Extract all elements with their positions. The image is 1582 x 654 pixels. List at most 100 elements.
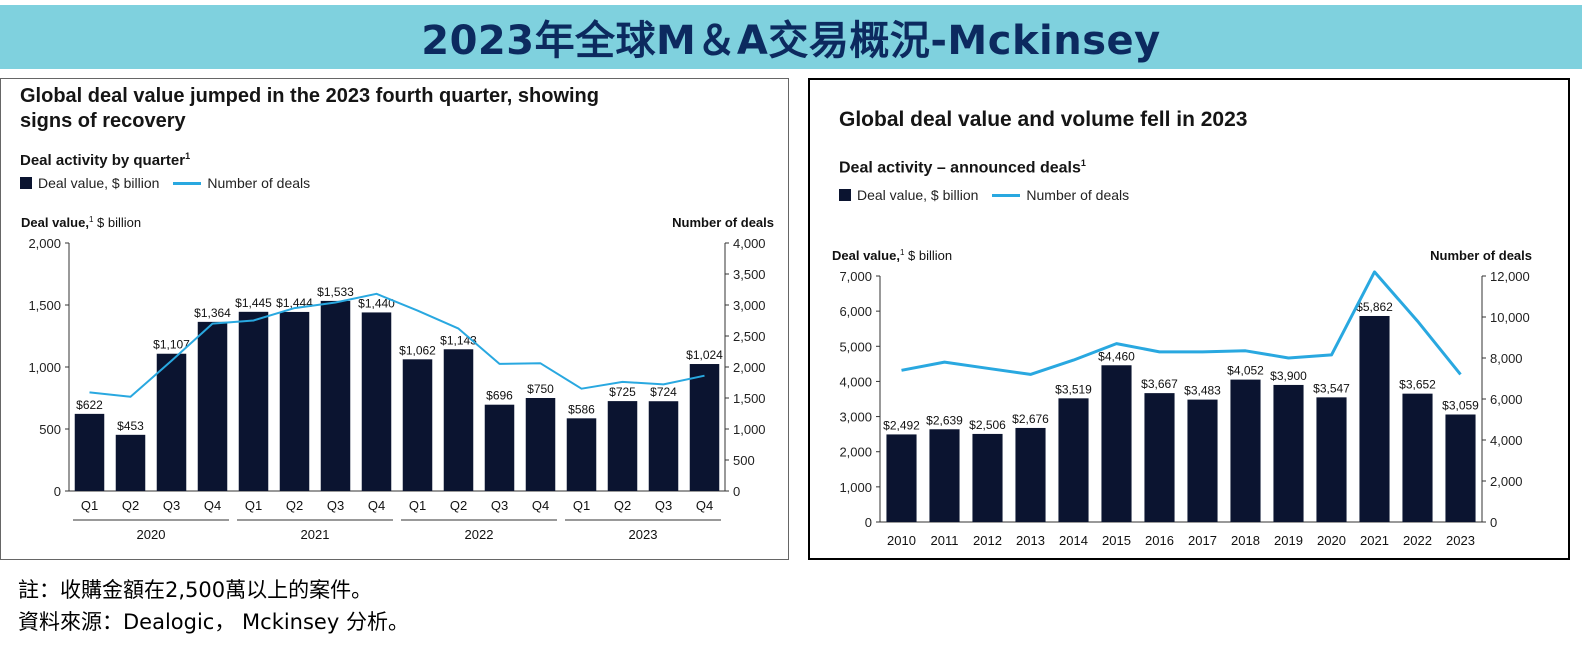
left-legend: Deal value, $ billion Number of deals <box>20 175 310 191</box>
legend-line-swatch <box>173 181 202 185</box>
bar-value-label: $2,676 <box>1012 412 1049 426</box>
left-subtitle-footnote: 1 <box>185 151 191 161</box>
y-tick-label: 7,000 <box>839 269 872 284</box>
right-legend: Deal value, $ billion Number of deals <box>839 187 1129 203</box>
bar <box>156 353 187 491</box>
banner: 2023年全球M＆A交易概況-Mckinsey <box>0 5 1582 69</box>
y2-axis-title: Number of deals <box>1430 248 1532 263</box>
x-tick-label: Q4 <box>696 498 713 513</box>
x-tick-label: Q4 <box>532 498 549 513</box>
year-group-label: 2020 <box>137 527 166 542</box>
legend-bar-label: Deal value, $ billion <box>857 187 979 203</box>
bar <box>1144 393 1175 522</box>
bar-value-label: $2,506 <box>969 418 1006 432</box>
year-group-label: 2023 <box>629 527 658 542</box>
bar <box>1445 414 1476 522</box>
legend-bar-label: Deal value, $ billion <box>38 175 160 191</box>
bar-value-label: $4,460 <box>1098 349 1135 363</box>
bar-value-label: $586 <box>568 402 595 416</box>
bar <box>1273 384 1304 522</box>
y-tick-label: 1,000 <box>839 480 872 495</box>
y-tick-label: 4,000 <box>839 374 872 389</box>
bar <box>1101 365 1132 522</box>
bar <box>1402 393 1433 522</box>
x-tick-label: 2023 <box>1446 533 1475 548</box>
annual-chart: Deal value,1 $ billion Number of deals 0 1,… <box>832 248 1532 548</box>
x-tick-label: Q2 <box>122 498 139 513</box>
bar-value-label: $696 <box>486 389 513 403</box>
y2-tick-label: 6,000 <box>1490 392 1523 407</box>
y2-tick-label: 1,500 <box>733 391 766 406</box>
x-tick-label: Q2 <box>614 498 631 513</box>
legend-line-label: Number of deals <box>207 175 311 191</box>
bar <box>320 300 351 491</box>
x-tick-label: 2014 <box>1059 533 1088 548</box>
quarterly-chart: Deal value,1 $ billion Number of deals 0 50… <box>21 215 774 542</box>
legend-line-label: Number of deals <box>1026 187 1130 203</box>
y-tick-label: 1,500 <box>28 298 61 313</box>
x-tick-label: 2022 <box>1403 533 1432 548</box>
bar-value-label: $1,024 <box>686 348 723 362</box>
bar <box>1359 315 1390 522</box>
bar-value-label: $3,483 <box>1184 384 1221 398</box>
quarterly-chart-panel: Global deal value jumped in the 2023 fou… <box>0 78 789 560</box>
bar-value-label: $3,667 <box>1141 377 1178 391</box>
bar <box>115 434 146 491</box>
x-tick-label: 2011 <box>931 533 959 548</box>
x-tick-label: 2020 <box>1317 533 1346 548</box>
bar-value-label: $3,900 <box>1270 369 1307 383</box>
y2-tick-label: 2,000 <box>733 360 766 375</box>
bar <box>972 433 1003 522</box>
x-tick-label: Q3 <box>163 498 180 513</box>
x-tick-label: Q3 <box>327 498 344 513</box>
bar <box>197 321 228 491</box>
right-subtitle-text: Deal activity – announced deals <box>839 159 1081 177</box>
y-tick-label: 2,000 <box>28 236 61 251</box>
bar <box>886 434 917 522</box>
x-tick-label: Q2 <box>286 498 303 513</box>
y-tick-label: 5,000 <box>839 339 872 354</box>
y-tick-label: 0 <box>865 515 872 530</box>
x-tick-label: 2019 <box>1274 533 1303 548</box>
annual-chart-panel: Global deal value and volume fell in 202… <box>808 78 1570 560</box>
bar <box>607 401 638 491</box>
y2-tick-label: 2,000 <box>1490 474 1523 489</box>
bar-value-label: $3,652 <box>1399 378 1436 392</box>
bar <box>648 401 679 491</box>
x-tick-label: 2015 <box>1102 533 1131 548</box>
x-tick-label: Q3 <box>491 498 508 513</box>
bar-value-label: $1,445 <box>235 296 272 310</box>
bar <box>238 311 269 491</box>
bar <box>1187 399 1218 522</box>
x-tick-label: Q1 <box>409 498 426 513</box>
year-group-label: 2022 <box>465 527 494 542</box>
y-axis-title: Deal value,1 $ billion <box>832 248 952 263</box>
y-tick-label: 3,000 <box>839 410 872 425</box>
bar-value-label: $750 <box>527 382 554 396</box>
bar <box>74 413 105 491</box>
y2-tick-label: 1,000 <box>733 422 766 437</box>
bar <box>929 429 960 522</box>
y-axis-title: Deal value,1 $ billion <box>21 215 141 230</box>
y2-tick-label: 3,000 <box>733 298 766 313</box>
bar <box>566 418 597 491</box>
bar <box>279 311 310 491</box>
x-tick-label: 2021 <box>1360 533 1389 548</box>
bar-value-label: $1,107 <box>153 338 190 352</box>
y2-tick-label: 500 <box>733 453 755 468</box>
bar-value-label: $725 <box>609 385 636 399</box>
x-tick-label: Q3 <box>655 498 672 513</box>
bar-value-label: $4,052 <box>1227 364 1264 378</box>
left-subtitle-text: Deal activity by quarter <box>20 152 186 169</box>
x-tick-label: 2012 <box>973 533 1002 548</box>
bar <box>689 364 720 491</box>
bar <box>443 349 474 491</box>
x-tick-label: 2016 <box>1145 533 1174 548</box>
y2-tick-label: 8,000 <box>1490 351 1523 366</box>
x-tick-label: Q4 <box>204 498 221 513</box>
x-tick-label: 2017 <box>1188 533 1217 548</box>
bar <box>1230 379 1261 522</box>
bar-value-label: $1,440 <box>358 296 395 310</box>
bar <box>1015 427 1046 522</box>
x-tick-label: 2013 <box>1016 533 1045 548</box>
